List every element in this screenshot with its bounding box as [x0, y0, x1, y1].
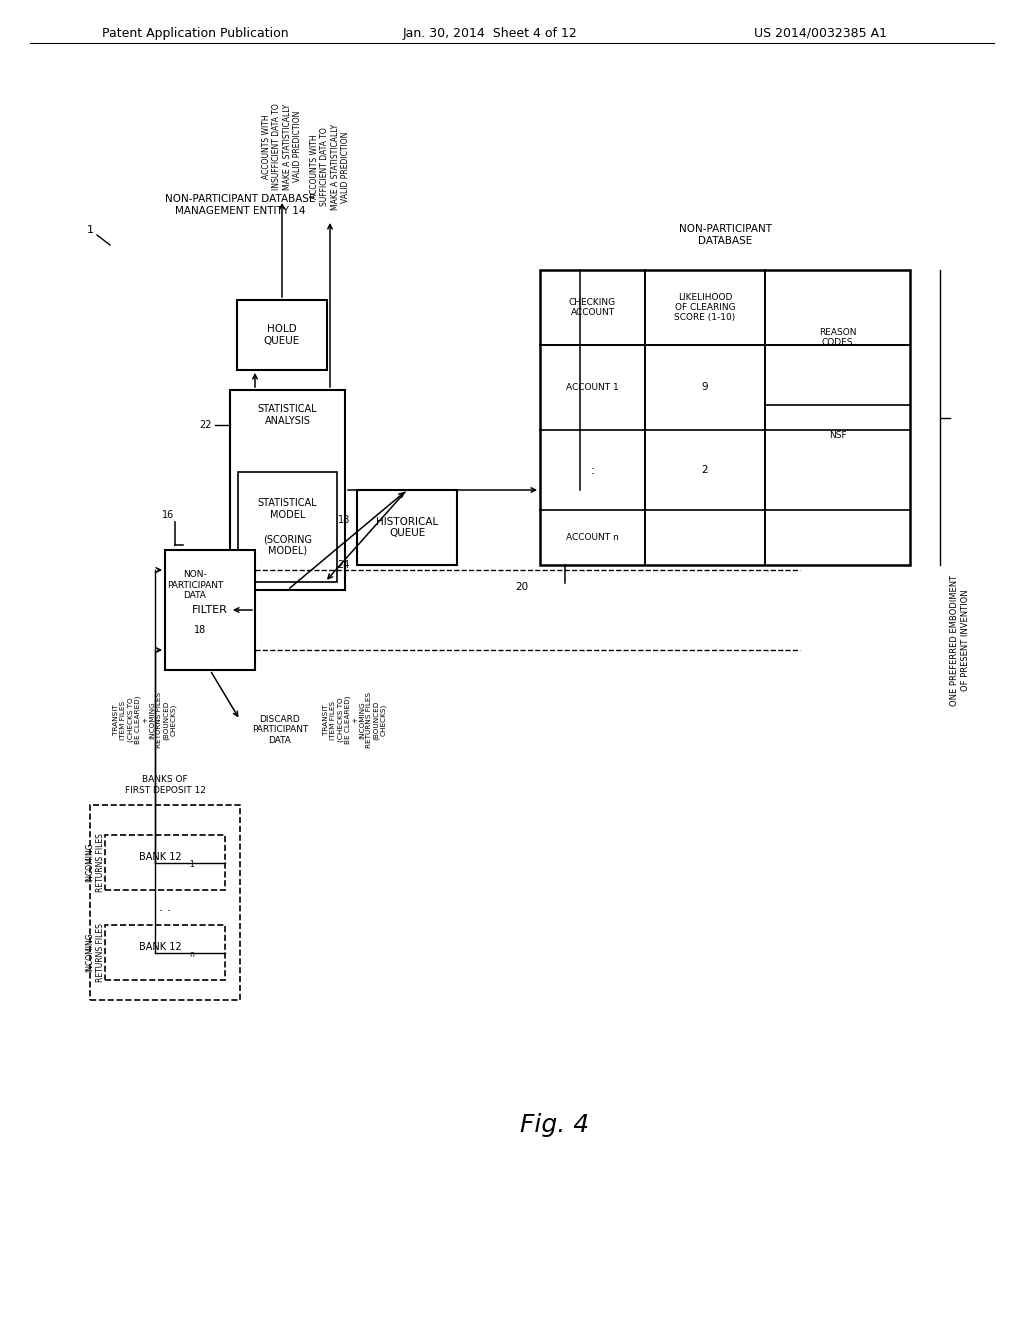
Text: Fig. 4: Fig. 4 — [520, 1113, 590, 1137]
Text: BANKS OF
FIRST DEPOSIT 12: BANKS OF FIRST DEPOSIT 12 — [125, 775, 206, 795]
Text: BANK 12: BANK 12 — [138, 942, 181, 953]
Bar — [230, 389, 345, 590]
Text: REASON
CODES: REASON CODES — [819, 327, 856, 347]
Text: STATISTICAL
ANALYSIS: STATISTICAL ANALYSIS — [258, 404, 317, 426]
Text: BANK 12: BANK 12 — [138, 853, 181, 862]
Text: Jan. 30, 2014  Sheet 4 of 12: Jan. 30, 2014 Sheet 4 of 12 — [402, 26, 578, 40]
Text: HOLD
QUEUE: HOLD QUEUE — [264, 325, 300, 346]
Text: FILTER: FILTER — [193, 605, 228, 615]
Text: 18: 18 — [194, 624, 206, 635]
Text: 9: 9 — [701, 383, 709, 392]
Text: ACCOUNT n: ACCOUNT n — [566, 533, 618, 543]
Text: TRANSIT
ITEM FILES
(CHECKS TO
BE CLEARED)
+
INCOMING
RETURNS FILES
(BOUNCED
CHEC: TRANSIT ITEM FILES (CHECKS TO BE CLEARED… — [113, 692, 177, 748]
Bar — [540, 271, 910, 565]
Bar — [90, 805, 240, 1001]
Text: ACCOUNTS WITH
INSUFFICIENT DATA TO
MAKE A STATISTICALLY
VALID PREDICTION: ACCOUNTS WITH INSUFFICIENT DATA TO MAKE … — [262, 103, 302, 190]
Text: 20: 20 — [515, 582, 528, 591]
Text: NON-PARTICIPANT DATABASE
MANAGEMENT ENTITY 14: NON-PARTICIPANT DATABASE MANAGEMENT ENTI… — [165, 194, 315, 215]
Text: :: : — [591, 463, 595, 477]
Text: 24: 24 — [338, 560, 350, 570]
Bar — [357, 490, 457, 565]
Text: STATISTICAL
MODEL: STATISTICAL MODEL — [258, 498, 317, 520]
Text: INCOMING
RETURNS FILES: INCOMING RETURNS FILES — [85, 833, 104, 892]
Text: NSF: NSF — [828, 430, 846, 440]
Text: 1: 1 — [189, 861, 195, 869]
Text: (SCORING
MODEL): (SCORING MODEL) — [263, 535, 312, 556]
Bar — [238, 473, 337, 582]
Text: US 2014/0032385 A1: US 2014/0032385 A1 — [754, 26, 887, 40]
Text: 22: 22 — [199, 420, 211, 430]
Text: ACCOUNT 1: ACCOUNT 1 — [566, 383, 618, 392]
Text: Patent Application Publication: Patent Application Publication — [101, 26, 289, 40]
Text: NON-PARTICIPANT
DATABASE: NON-PARTICIPANT DATABASE — [679, 224, 771, 246]
Text: . .: . . — [159, 902, 171, 913]
Text: LIKELIHOOD
OF CLEARING
SCORE (1-10): LIKELIHOOD OF CLEARING SCORE (1-10) — [675, 293, 735, 322]
Bar — [105, 836, 225, 890]
Text: TRANSIT
ITEM FILES
(CHECKS TO
BE CLEARED)
+
INCOMING
RETURNS FILES
(BOUNCED
CHEC: TRANSIT ITEM FILES (CHECKS TO BE CLEARED… — [323, 692, 387, 748]
Text: HISTORICAL
QUEUE: HISTORICAL QUEUE — [376, 516, 438, 539]
Bar — [105, 925, 225, 979]
Text: 2: 2 — [701, 465, 709, 475]
Text: ONE PREFERRED EMBODIMENT
OF PRESENT INVENTION: ONE PREFERRED EMBODIMENT OF PRESENT INVE… — [950, 574, 970, 706]
Text: CHECKING
ACCOUNT: CHECKING ACCOUNT — [569, 298, 616, 317]
Text: DISCARD
PARTICIPANT
DATA: DISCARD PARTICIPANT DATA — [252, 715, 308, 744]
Text: n: n — [189, 950, 195, 960]
Text: ACCOUNTS WITH
SUFFICIENT DATA TO
MAKE A STATISTICALLY
VALID PREDICTION: ACCOUNTS WITH SUFFICIENT DATA TO MAKE A … — [310, 124, 350, 210]
Bar — [237, 300, 327, 370]
Bar — [165, 550, 255, 671]
Text: 18: 18 — [338, 515, 350, 525]
Text: 16: 16 — [162, 510, 174, 520]
Text: INCOMING
RETURNS FILES: INCOMING RETURNS FILES — [85, 923, 104, 982]
Text: NON-
PARTICIPANT
DATA: NON- PARTICIPANT DATA — [167, 570, 223, 599]
Text: 1: 1 — [86, 224, 93, 235]
